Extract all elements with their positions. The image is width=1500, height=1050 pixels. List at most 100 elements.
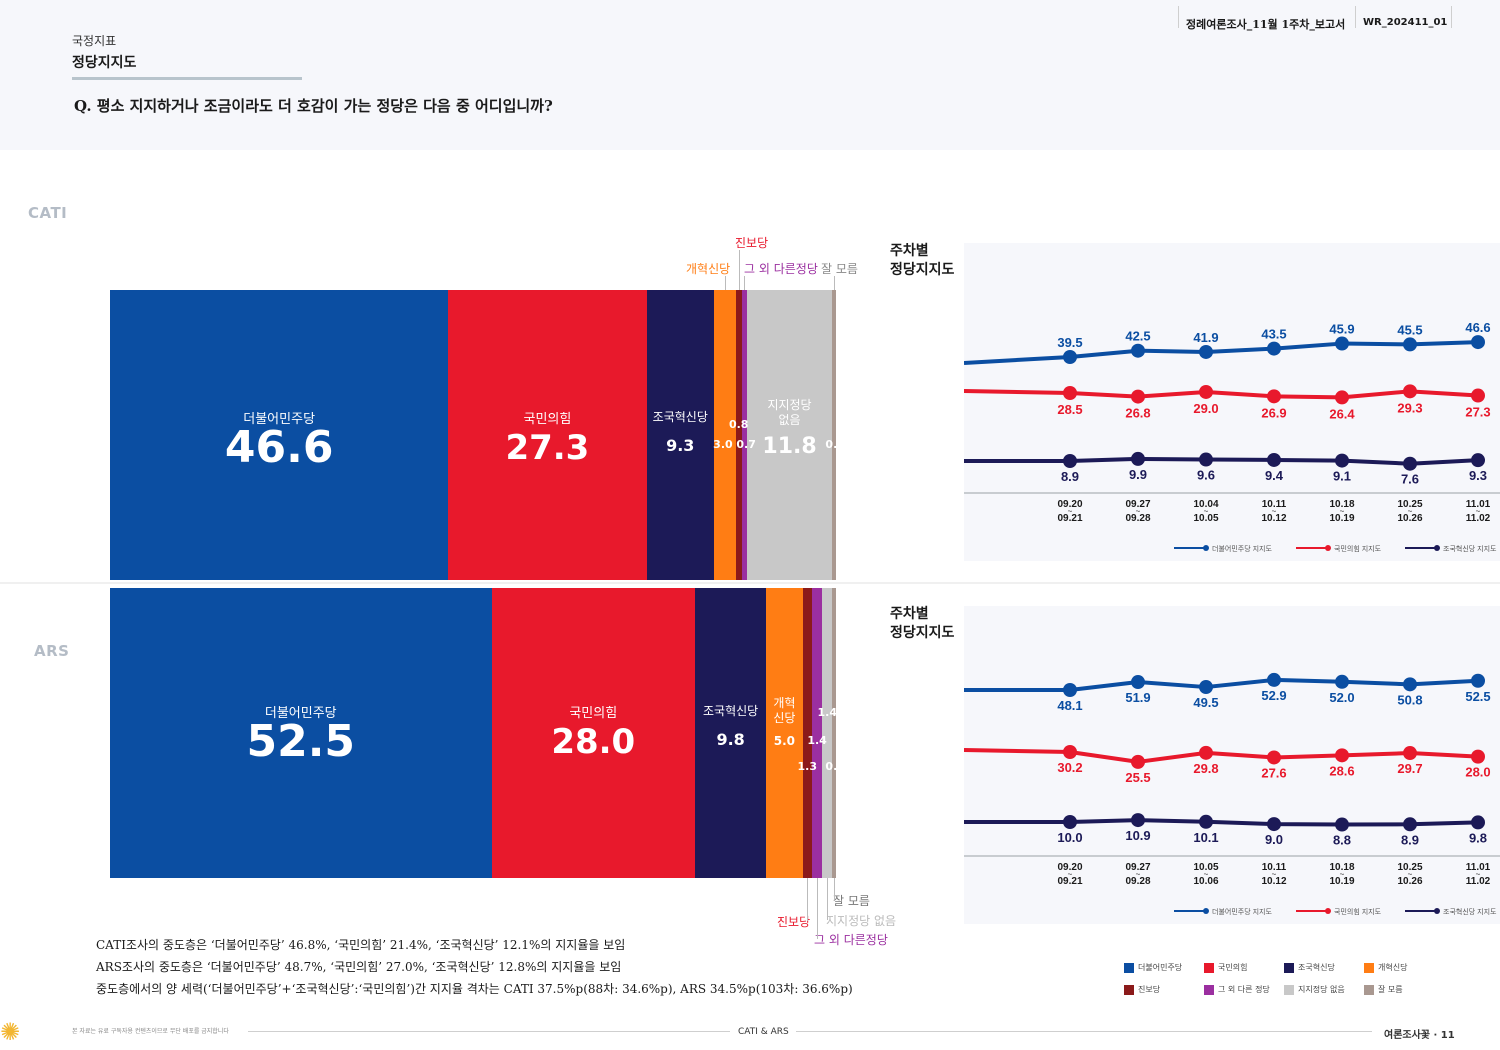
- segment-value-other: 1.4: [807, 734, 827, 747]
- footer-center-label: CATI & ARS: [738, 1027, 789, 1037]
- data-point-ppp: [1131, 754, 1145, 769]
- x-tick-tilde: ~: [1340, 870, 1345, 879]
- legend-item-dont_know: 잘 모름: [1364, 984, 1403, 995]
- ars-trend-chart: 09.20~09.2109.27~09.2810.05~10.0610.11~1…: [964, 672, 1500, 916]
- trend-title-line1: 주차별: [890, 606, 929, 622]
- header-background: [0, 0, 1500, 150]
- legend-label-ppp: 국민의힘: [1218, 963, 1248, 972]
- x-tick-label: 10.06: [1193, 876, 1218, 887]
- segment-name-democratic: 더불어민주당: [264, 706, 337, 721]
- note-cati-moderate: CATI조사의 중도층은 ‘더불어민주당’ 46.8%, ‘국민의힘’ 21.4…: [96, 938, 626, 952]
- data-label-rebuilding: 8.9: [1061, 469, 1079, 484]
- legend-marker-democratic: [1203, 908, 1209, 914]
- data-label-democratic: 39.5: [1057, 335, 1082, 350]
- bar-segment-reform: [766, 588, 803, 878]
- segment-value-other: 0.7: [736, 438, 756, 451]
- data-label-ppp: 28.5: [1057, 402, 1082, 417]
- data-label-democratic: 49.5: [1193, 695, 1218, 710]
- data-point-ppp: [1267, 389, 1281, 404]
- data-label-ppp: 27.3: [1465, 405, 1490, 420]
- legend-label-dont_know: 잘 모름: [1378, 985, 1403, 994]
- label-connector: [834, 276, 836, 290]
- legend-item-progressive: 진보당: [1124, 984, 1160, 995]
- bar-segment-democratic: [110, 290, 449, 580]
- data-label-rebuilding: 10.0: [1057, 830, 1082, 845]
- series-line-democratic: [964, 340, 1479, 365]
- x-tick-label: 09.20: [1057, 862, 1082, 873]
- trend-title-line2: 정당지지도: [890, 262, 955, 278]
- segment-value-progressive: 0.8: [728, 418, 749, 431]
- report-code: WR_202411_01: [1363, 17, 1448, 28]
- data-point-rebuilding: [1335, 453, 1349, 468]
- segment-value-rebuilding: 9.8: [716, 730, 745, 749]
- legend-text-ppp: 국민의힘 지지도: [1334, 907, 1382, 916]
- flower-logo-icon: ✺: [0, 1018, 21, 1046]
- data-label-rebuilding: 8.9: [1401, 832, 1419, 847]
- footer-disclaimer: 본 자료는 유료 구독자용 컨텐츠이므로 무단 배포를 금지합니다: [72, 1028, 229, 1035]
- data-label-democratic: 48.1: [1057, 698, 1082, 713]
- legend-label-none: 지지정당 없음: [1298, 985, 1345, 994]
- data-point-rebuilding: [1267, 817, 1281, 832]
- outside-label-dont_know: 잘 모름: [821, 262, 858, 276]
- data-label-rebuilding: 9.0: [1265, 832, 1283, 847]
- title-underline: [72, 77, 302, 80]
- page-number: 여론조사꽃 · 11: [1384, 1030, 1455, 1041]
- x-tick-label: 10.05: [1193, 862, 1218, 873]
- data-label-rebuilding: 9.3: [1469, 468, 1487, 483]
- segment-value-democratic: 46.6: [224, 422, 334, 473]
- data-point-democratic: [1403, 337, 1417, 352]
- legend-marker-rebuilding: [1434, 908, 1440, 914]
- footer-rule-right: [796, 1031, 1372, 1032]
- report-title: 정례여론조사_11월 1주차_보고서: [1186, 18, 1346, 31]
- outside-label-other: 그 외 다른정당: [814, 933, 888, 947]
- x-tick-label: 09.28: [1125, 876, 1150, 887]
- legend-text-rebuilding: 조국혁신당 지지도: [1443, 544, 1497, 553]
- segment-value-none: 1.4: [817, 706, 838, 719]
- data-point-democratic: [1131, 675, 1145, 690]
- segment-name-line: 신당: [773, 711, 796, 725]
- header-separator: [1355, 6, 1356, 28]
- trend-title-line1: 주차별: [890, 243, 929, 259]
- data-label-democratic: 51.9: [1125, 690, 1150, 705]
- data-point-ppp: [1335, 390, 1349, 405]
- segment-name-line: 없음: [778, 413, 801, 427]
- legend-label-rebuilding: 조국혁신당: [1298, 963, 1335, 972]
- legend-swatch-other: [1204, 984, 1214, 995]
- section-category: 국정지표: [72, 34, 117, 48]
- data-point-ppp: [1471, 388, 1485, 403]
- data-point-democratic: [1335, 674, 1349, 689]
- data-label-ppp: 28.6: [1329, 763, 1354, 778]
- segment-value-dont_know: 0.5: [825, 760, 845, 773]
- data-point-democratic: [1335, 336, 1349, 351]
- data-label-ppp: 30.2: [1057, 760, 1082, 775]
- segment-value-none: 11.8: [762, 434, 817, 459]
- data-label-democratic: 46.6: [1465, 320, 1490, 335]
- legend-swatch-democratic: [1124, 962, 1134, 973]
- data-point-democratic: [1267, 341, 1281, 356]
- note-gap: 중도층에서의 양 세력(‘더불어민주당’+‘조국혁신당’:‘국민의힘’)간 지지…: [96, 982, 853, 996]
- legend-swatch-dont_know: [1364, 984, 1374, 995]
- bar-segment-other: [812, 588, 823, 878]
- outside-label-progressive: 진보당: [735, 236, 769, 250]
- legend-label-democratic: 더불어민주당: [1138, 963, 1183, 972]
- x-tick-label: 10.25: [1397, 499, 1422, 510]
- segment-name-line: 개혁: [773, 696, 796, 710]
- x-tick-tilde: ~: [1136, 870, 1141, 879]
- legend-marker-ppp: [1325, 908, 1331, 914]
- data-point-rebuilding: [1199, 452, 1213, 467]
- x-tick-label: 10.05: [1193, 513, 1218, 524]
- segment-value-ppp: 27.3: [505, 428, 590, 468]
- data-point-democratic: [1131, 343, 1145, 358]
- data-point-democratic: [1471, 673, 1485, 688]
- label-connector: [807, 878, 809, 921]
- bar-segment-reform: [714, 290, 736, 580]
- data-point-ppp: [1131, 389, 1145, 404]
- trend-title-line2: 정당지지도: [890, 625, 955, 641]
- outside-label-reform: 개혁신당: [686, 262, 731, 276]
- data-label-ppp: 26.8: [1125, 406, 1150, 421]
- ars-trend-title: 주차별 정당지지도: [890, 605, 954, 643]
- data-point-democratic: [1471, 335, 1485, 350]
- series-line-ppp: [964, 389, 1479, 400]
- legend-marker-ppp: [1325, 545, 1331, 551]
- x-tick-tilde: ~: [1476, 870, 1481, 879]
